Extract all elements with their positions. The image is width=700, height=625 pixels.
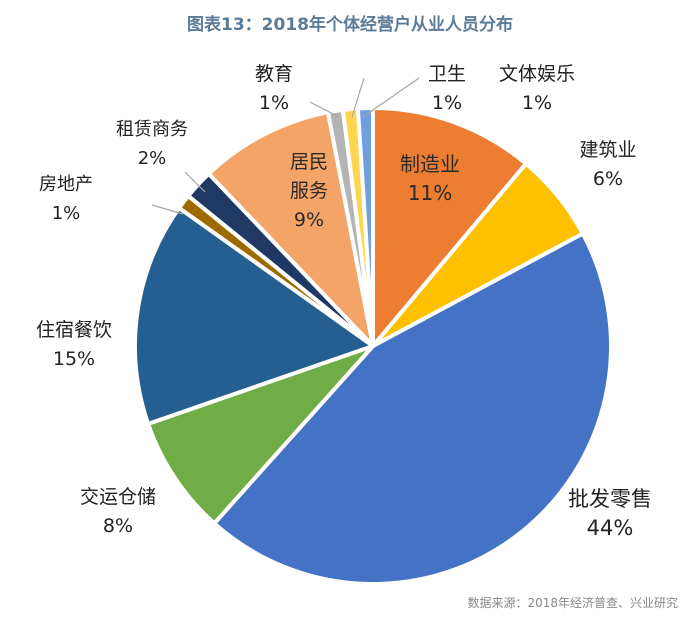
pie-slice-5 — [133, 205, 375, 426]
slice-label-4: 交运仓储 8% — [80, 483, 156, 541]
slice-name: 租赁商务 — [116, 119, 188, 140]
slice-name: 建筑业 — [579, 139, 637, 161]
slice-percent: 6% — [592, 168, 624, 190]
slice-name: 住宿餐饮 — [35, 319, 113, 341]
pie-slice-3 — [212, 231, 613, 586]
slice-percent: 15% — [52, 348, 96, 370]
slice-label-2: 建筑业 6% — [579, 136, 636, 194]
slice-label-1: 制造业 11% — [400, 150, 460, 208]
slice-percent: 1% — [258, 92, 290, 114]
slice-name: 居民 服务 — [289, 151, 329, 202]
leader-line-6 — [151, 204, 184, 215]
slice-label-5: 住宿餐饮 15% — [36, 316, 112, 374]
slice-percent: 44% — [586, 516, 634, 540]
leader-line-11 — [362, 77, 420, 118]
slice-name: 卫生 — [427, 63, 467, 85]
slice-percent: 11% — [407, 181, 453, 205]
slice-label-10: 卫生 1% — [428, 60, 466, 118]
pie-slice-4 — [146, 344, 375, 526]
pie-slice-1 — [371, 106, 528, 348]
slice-name: 制造业 — [400, 152, 460, 176]
slice-label-6: 房地产 1% — [39, 170, 93, 228]
slice-percent: 1% — [431, 92, 463, 114]
slice-name: 文体娱乐 — [498, 63, 576, 85]
slice-percent: 1% — [521, 92, 553, 114]
slice-label-8: 居民 服务 9% — [290, 148, 328, 235]
slice-label-7: 租赁商务 2% — [116, 115, 188, 173]
slice-name: 交运仓储 — [79, 486, 157, 508]
slice-percent: 2% — [137, 148, 167, 169]
slice-name: 教育 — [254, 63, 294, 85]
source-note: 数据来源：2018年经济普查、兴业研究 — [467, 596, 678, 610]
slice-percent: 8% — [102, 515, 134, 537]
slice-label-9: 教育 1% — [255, 60, 293, 118]
leader-line-7 — [184, 171, 206, 193]
slice-percent: 1% — [51, 203, 81, 224]
slice-label-3: 批发零售 44% — [568, 485, 652, 543]
pie-slice-8 — [206, 110, 375, 348]
pie-slice-11 — [355, 106, 375, 348]
leader-line-9 — [309, 101, 340, 118]
chart-title: 图表13：2018年个体经营户从业人员分布 — [187, 15, 513, 35]
slice-name: 批发零售 — [568, 487, 652, 511]
leader-line-10 — [351, 77, 365, 118]
slice-label-11: 文体娱乐 1% — [499, 60, 575, 118]
slice-name: 房地产 — [39, 174, 93, 195]
slice-percent: 9% — [293, 209, 325, 231]
